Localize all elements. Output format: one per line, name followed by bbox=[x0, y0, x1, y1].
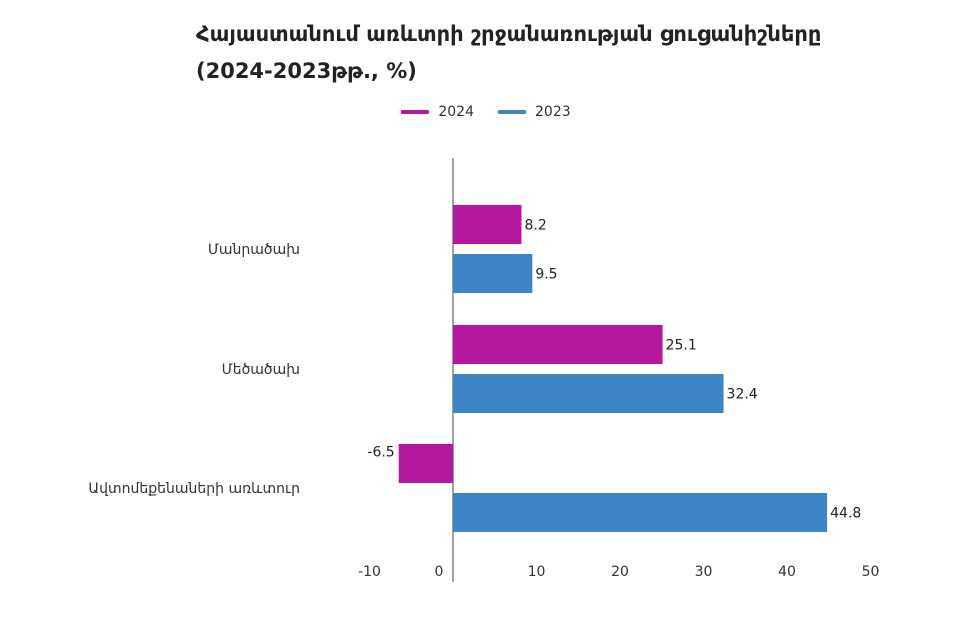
x-tick-label-6: 40 bbox=[778, 564, 796, 580]
legend-item-2024: 2024 bbox=[401, 100, 474, 124]
legend-item-2023: 2023 bbox=[498, 100, 571, 124]
legend: 2024 2023 bbox=[0, 100, 968, 124]
bar-2024-3 bbox=[398, 444, 453, 483]
x-tick-label-4: 20 bbox=[611, 564, 629, 580]
category-label-2: Մեծածախ bbox=[222, 362, 300, 378]
category-label-3: Ավտոմեքենաների առևտուր bbox=[88, 481, 300, 497]
bar-2023-3 bbox=[453, 493, 828, 532]
data-label-2024-1: 8.2 bbox=[524, 218, 546, 234]
chart-title: Հայաստանում առևտրի շրջանառության ցուցանի… bbox=[196, 22, 822, 83]
legend-swatch-2024 bbox=[401, 110, 430, 114]
x-tick-label-7: 50 bbox=[862, 564, 880, 580]
legend-swatch-2023 bbox=[498, 110, 526, 114]
data-label-2023-2: 32.4 bbox=[727, 387, 758, 403]
x-tick-label-3: 10 bbox=[528, 564, 546, 580]
data-label-2023-1: 9.5 bbox=[535, 267, 557, 283]
category-label-1: Մանրածախ bbox=[208, 242, 300, 258]
bar-2023-2 bbox=[453, 374, 724, 413]
legend-label-2024: 2024 bbox=[438, 104, 474, 120]
data-label-2023-3: 44.8 bbox=[830, 506, 861, 522]
bar-2024-1 bbox=[453, 205, 522, 244]
x-tick-label-1: -10 bbox=[358, 564, 381, 580]
x-tick-label-2: 0 bbox=[435, 564, 444, 580]
x-tick-label-5: 30 bbox=[695, 564, 713, 580]
bar-2024-2 bbox=[453, 325, 663, 364]
bar-2023-1 bbox=[453, 254, 533, 293]
data-label-2024-2: 25.1 bbox=[666, 338, 697, 354]
legend-label-2023: 2023 bbox=[535, 104, 571, 120]
data-label-2024-3: -6.5 bbox=[367, 445, 394, 461]
